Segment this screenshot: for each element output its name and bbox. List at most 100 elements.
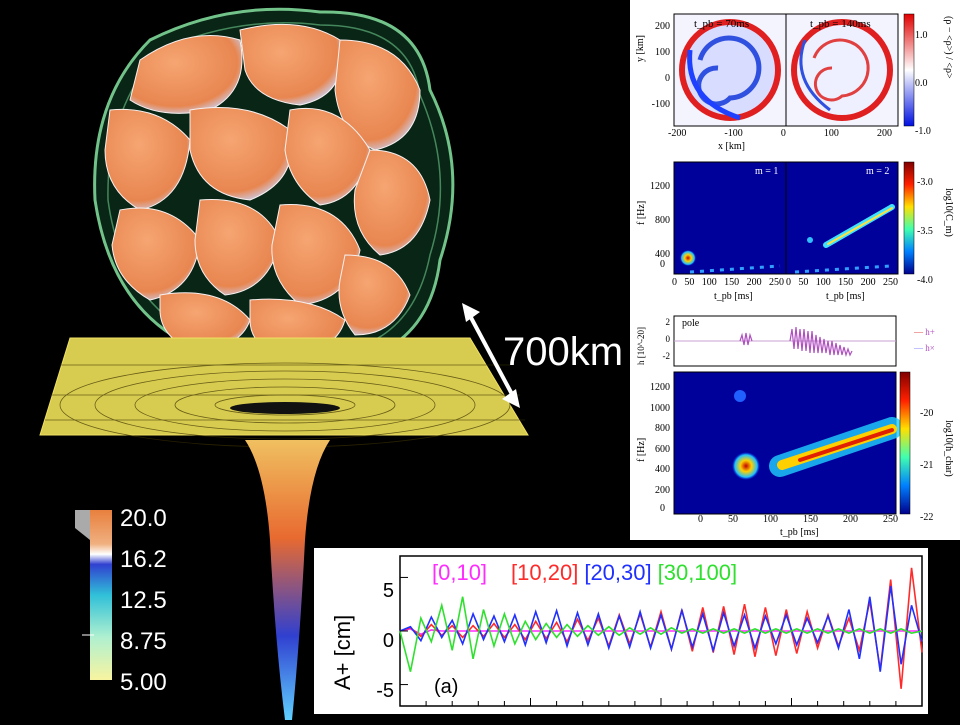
y-tick: 0 xyxy=(382,630,394,652)
modes-cbar-ticks: -3.0 -3.5 -4.0 xyxy=(917,158,933,305)
legend-entry: [20,30] xyxy=(584,560,652,585)
x-tick: 50 xyxy=(728,514,738,525)
legend-entry: — h+ xyxy=(914,327,935,337)
modes-y-ticks: 1200 800 400 xyxy=(644,170,670,272)
cbar-tick: 1.0 xyxy=(915,30,928,41)
y-tick: 800 xyxy=(655,215,670,226)
x-tick: 250 xyxy=(882,277,898,288)
cbar-tick: -1.0 xyxy=(915,126,931,137)
legend-entry: [0,10] xyxy=(432,560,488,585)
potential-well xyxy=(245,440,330,720)
snapshot-label: t_pb = 140ms xyxy=(810,18,871,30)
y-tick: 1000 xyxy=(650,402,670,414)
x-tick: -100 xyxy=(724,128,743,139)
colorbar-tick: 8.75 xyxy=(120,628,167,655)
spec-x-ticks: 0 50 100 150 200 250 xyxy=(698,514,898,525)
waveform-y-label: A+ [cm] xyxy=(330,614,355,690)
waveform-y-ticks: 5 0 -5 xyxy=(368,566,394,716)
waveform-chart: A+ [cm] 5 0 -5 (a) [0,10] [10,20] [20,30… xyxy=(314,548,928,714)
modes-x-ticks-left: 0 50 100 150 200 250 xyxy=(672,277,784,288)
cbar-tick: -21 xyxy=(920,460,934,471)
scene-svg xyxy=(39,7,529,720)
x-tick: 0 xyxy=(698,514,703,525)
mode-spectrograms xyxy=(673,161,915,275)
legend-entry: — h× xyxy=(914,343,935,353)
y-tick: 2 xyxy=(665,317,671,327)
x-tick: 200 xyxy=(877,128,892,139)
supernova-3d-scene: 700km 20.0 16.2 12.5 8.75 5.00 xyxy=(39,7,624,720)
y-tick: 200 xyxy=(655,21,670,32)
analysis-panels: t_pb = 70ms t_pb = 140ms y [km] 200 100 … xyxy=(630,0,960,540)
x-tick: 150 xyxy=(838,277,854,288)
y-tick: 0 xyxy=(665,334,671,344)
mode-label: m = 2 xyxy=(866,166,890,177)
cbar-tick: -4.0 xyxy=(917,275,933,286)
x-tick: 150 xyxy=(803,514,818,525)
strain-y-ticks: 2 0 -2 xyxy=(656,314,671,365)
spec-x-label: t_pb [ms] xyxy=(780,527,819,538)
density-x-ticks: -200 -100 0 100 200 xyxy=(668,128,892,139)
spec-cbar-label: log10(h_char) xyxy=(943,420,954,477)
x-tick: 100 xyxy=(701,277,717,288)
y-tick: -2 xyxy=(662,351,671,361)
x-tick: 250 xyxy=(883,514,898,525)
scene-colorbar-ticks: 20.0 16.2 12.5 8.75 5.00 xyxy=(120,498,167,703)
colorbar-tick: 20.0 xyxy=(120,505,167,532)
cbar-tick: -3.0 xyxy=(917,177,933,188)
waveform-ticks xyxy=(399,576,923,706)
strain-y-label: h [10^-20] xyxy=(636,327,646,365)
density-x-label: x [km] xyxy=(718,141,745,152)
colorbar-tick: 16.2 xyxy=(120,546,167,573)
density-snapshots xyxy=(673,13,915,127)
cbar-tick: 0.0 xyxy=(915,78,928,89)
x-tick: 150 xyxy=(724,277,740,288)
series-line-3 xyxy=(399,596,923,672)
y-tick: 5 xyxy=(382,580,394,602)
gw-spectrogram xyxy=(673,371,911,515)
y-tick: 800 xyxy=(655,423,670,434)
legend-entry: [30,100] xyxy=(657,560,738,585)
x-tick: 100 xyxy=(815,277,831,288)
density-cbar-label: (ρ − <ρ>) / <ρ> xyxy=(943,16,954,79)
mode-label: m = 1 xyxy=(755,166,779,177)
y-tick: 600 xyxy=(655,443,670,455)
density-y-ticks: 200 100 0 -100 xyxy=(648,14,670,118)
x-tick: 250 xyxy=(768,277,784,288)
x-tick: 100 xyxy=(763,514,778,525)
spacetime-grid xyxy=(39,337,529,448)
x-tick: 50 xyxy=(684,277,695,288)
modes-x-label: t_pb [ms] xyxy=(826,291,865,302)
spec-y-ticks: 1200 1000 800 600 400 200 xyxy=(644,378,670,501)
x-tick: 200 xyxy=(860,277,876,288)
x-tick: 0 xyxy=(786,277,791,288)
x-tick: -200 xyxy=(668,128,687,139)
y-tick: 100 xyxy=(655,47,670,58)
modes-x-label: t_pb [ms] xyxy=(714,291,753,302)
x-tick: 0 xyxy=(780,128,786,139)
y-tick: -5 xyxy=(376,680,394,702)
x-tick: 50 xyxy=(798,277,809,288)
cbar-tick: -20 xyxy=(920,408,934,419)
legend-entry: [10,20] xyxy=(511,560,579,585)
y-tick: 1200 xyxy=(650,181,670,192)
colorbar-tick: 5.00 xyxy=(120,669,167,696)
x-tick: 200 xyxy=(843,514,858,525)
scene-colorbar xyxy=(75,510,112,680)
cbar-tick: -22 xyxy=(920,512,934,523)
y-tick: 0 xyxy=(665,73,670,84)
colorbar-tick: 12.5 xyxy=(120,587,167,614)
series-line-2 xyxy=(399,585,923,672)
x-tick: 200 xyxy=(746,277,762,288)
analysis-svg xyxy=(673,13,915,515)
waveform-lines xyxy=(399,567,923,689)
y-tick: 1200 xyxy=(650,382,670,393)
waveform-svg xyxy=(399,555,923,707)
waveform-legend: [0,10] [10,20] [20,30] [30,100] xyxy=(432,560,737,586)
scale-label: 700km xyxy=(503,330,624,374)
y-tick: -100 xyxy=(651,99,670,110)
convective-cells xyxy=(104,23,431,356)
strain-label: pole xyxy=(682,318,700,329)
density-cbar-ticks: 1.0 0.0 -1.0 xyxy=(915,12,931,156)
cbar-tick: -3.5 xyxy=(917,226,933,237)
modes-x-ticks-right: 0 50 100 150 200 250 xyxy=(786,277,898,288)
